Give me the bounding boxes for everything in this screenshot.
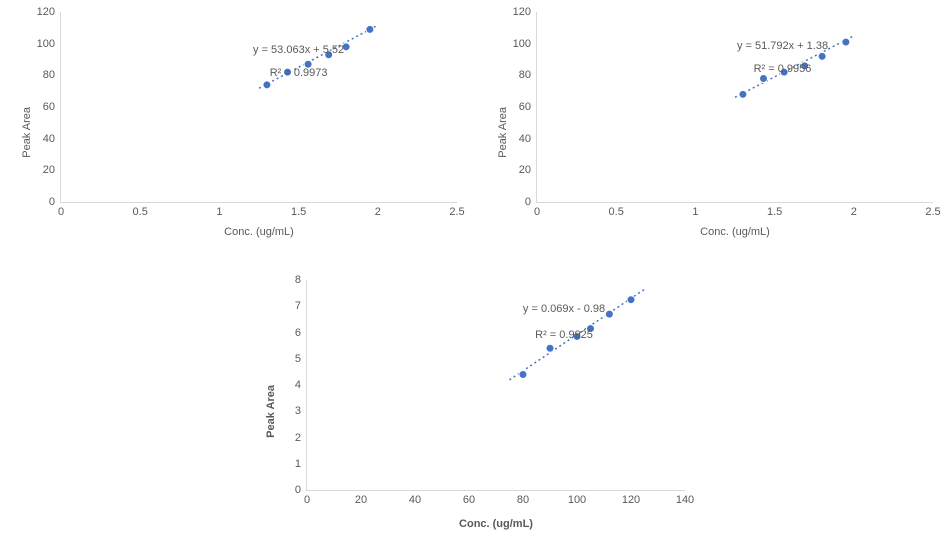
- ytick: 120: [37, 6, 61, 18]
- plot-area: 02040608010012000.511.522.5Peak AreaConc…: [60, 12, 457, 203]
- data-point: [842, 38, 850, 46]
- xtick: 0.5: [133, 202, 148, 218]
- data-point: [519, 371, 527, 379]
- ytick: 20: [519, 164, 537, 176]
- xtick: 1: [692, 202, 698, 218]
- x-axis-label: Conc. (ug/mL): [700, 226, 770, 238]
- ytick: 5: [295, 353, 307, 365]
- xtick: 120: [622, 490, 640, 506]
- chart-annotation: y = 0.069x - 0.98: [523, 303, 605, 315]
- chart-top-right: 02040608010012000.511.522.5Peak AreaConc…: [476, 0, 946, 250]
- ytick: 40: [519, 133, 537, 145]
- chart-bottom: 012345678020406080100120140Peak AreaConc…: [238, 268, 708, 548]
- ytick: 4: [295, 379, 307, 391]
- xtick: 60: [463, 490, 475, 506]
- ytick: 120: [513, 6, 537, 18]
- x-axis-label: Conc. (ug/mL): [459, 518, 533, 530]
- ytick: 100: [37, 38, 61, 50]
- xtick: 0.5: [609, 202, 624, 218]
- ytick: 80: [519, 69, 537, 81]
- ytick: 7: [295, 300, 307, 312]
- chart-top-left: 02040608010012000.511.522.5Peak AreaConc…: [0, 0, 470, 250]
- chart-annotation: y = 51.792x + 1.38: [737, 40, 828, 52]
- data-point: [263, 81, 271, 89]
- xtick: 40: [409, 490, 421, 506]
- xtick: 1: [216, 202, 222, 218]
- ytick: 2: [295, 432, 307, 444]
- xtick: 1.5: [291, 202, 306, 218]
- ytick: 60: [519, 101, 537, 113]
- y-axis-label: Peak Area: [497, 107, 509, 158]
- xtick: 2: [851, 202, 857, 218]
- xtick: 0: [58, 202, 64, 218]
- ytick: 100: [513, 38, 537, 50]
- chart-annotation: R² = 0.9956: [754, 63, 812, 75]
- ytick: 60: [43, 101, 61, 113]
- plot-svg: [61, 12, 457, 202]
- page: 02040608010012000.511.522.5Peak AreaConc…: [0, 0, 947, 555]
- xtick: 2.5: [449, 202, 464, 218]
- data-point: [546, 344, 554, 352]
- xtick: 140: [676, 490, 694, 506]
- data-point: [760, 75, 768, 83]
- data-point: [739, 90, 747, 98]
- ytick: 3: [295, 405, 307, 417]
- ytick: 8: [295, 274, 307, 286]
- y-axis-label: Peak Area: [21, 107, 33, 158]
- xtick: 0: [304, 490, 310, 506]
- y-axis-label: Peak Area: [265, 385, 277, 438]
- chart-annotation: R² = 0.9925: [535, 329, 593, 341]
- xtick: 2: [375, 202, 381, 218]
- plot-svg: [537, 12, 933, 202]
- chart-annotation: y = 53.063x + 5.52: [253, 44, 344, 56]
- chart-annotation: R² = 0.9973: [270, 67, 328, 79]
- ytick: 80: [43, 69, 61, 81]
- xtick: 100: [568, 490, 586, 506]
- data-point: [627, 296, 635, 304]
- plot-area: 012345678020406080100120140Peak AreaConc…: [306, 280, 685, 491]
- xtick: 1.5: [767, 202, 782, 218]
- data-point: [818, 52, 826, 60]
- plot-svg: [307, 280, 685, 490]
- x-axis-label: Conc. (ug/mL): [224, 226, 294, 238]
- plot-area: 02040608010012000.511.522.5Peak AreaConc…: [536, 12, 933, 203]
- data-point: [605, 310, 613, 318]
- data-point: [366, 25, 374, 33]
- xtick: 0: [534, 202, 540, 218]
- ytick: 1: [295, 458, 307, 470]
- xtick: 80: [517, 490, 529, 506]
- xtick: 20: [355, 490, 367, 506]
- ytick: 6: [295, 327, 307, 339]
- ytick: 20: [43, 164, 61, 176]
- xtick: 2.5: [925, 202, 940, 218]
- ytick: 40: [43, 133, 61, 145]
